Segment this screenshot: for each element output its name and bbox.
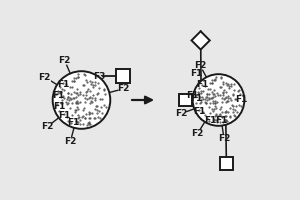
Text: F2: F2	[41, 122, 53, 131]
Text: F2: F2	[64, 137, 76, 146]
Text: F1: F1	[235, 95, 247, 104]
Text: F1: F1	[193, 107, 205, 116]
Text: F2: F2	[58, 56, 71, 65]
Text: F1: F1	[190, 69, 203, 78]
Text: F2: F2	[117, 84, 130, 93]
Bar	[179, 94, 192, 106]
Text: F1: F1	[53, 102, 65, 111]
Text: F2: F2	[194, 61, 206, 70]
Text: F3: F3	[94, 72, 106, 81]
Text: F2: F2	[39, 73, 51, 82]
Text: F2: F2	[191, 129, 204, 138]
Text: F1: F1	[58, 111, 70, 120]
Text: F2: F2	[218, 134, 230, 143]
Bar	[220, 157, 233, 170]
Text: F1: F1	[190, 94, 203, 103]
Text: F1: F1	[196, 80, 209, 89]
Text: F2: F2	[176, 109, 188, 118]
Text: F1: F1	[204, 116, 216, 125]
Bar	[191, 31, 210, 50]
Circle shape	[193, 74, 244, 126]
Text: F1: F1	[67, 118, 80, 127]
Text: F1: F1	[52, 91, 65, 100]
Bar	[116, 69, 130, 83]
Text: F1: F1	[186, 91, 199, 100]
Text: F1: F1	[57, 80, 70, 89]
Text: F1: F1	[215, 116, 228, 125]
Circle shape	[53, 71, 110, 129]
